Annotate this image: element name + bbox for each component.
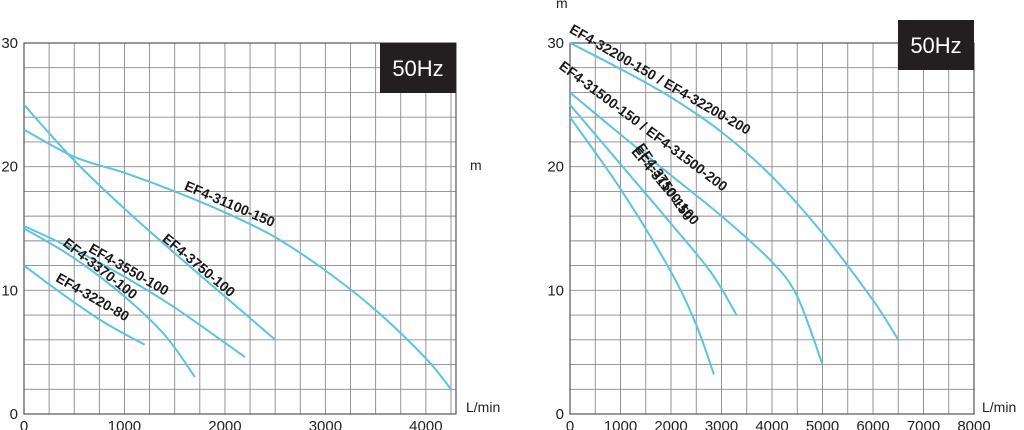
x-tick-label: 1000 [108, 418, 141, 430]
chart-2: 0 1000 2000 3000 4000 5000 6000 7000 8000 0 10 20 30… [547, 0, 1016, 430]
x-tick-label: 8000 [957, 418, 990, 430]
frequency-badge-label: 50Hz [910, 33, 961, 58]
x-tick-label: 2000 [654, 418, 687, 430]
series-line [23, 227, 196, 378]
frequency-badge [898, 20, 974, 70]
x-tick-label: 6000 [856, 418, 889, 430]
y-tick-label: 0 [10, 406, 18, 423]
plot-frame [23, 42, 457, 415]
x-tick-label: 4000 [409, 418, 442, 430]
chart-1: 0 1000 2000 3000 4000 0 10 20 30 L/min m 50Hz EF4-31… [1, 35, 500, 430]
series-line [23, 225, 246, 358]
x-tick-label: 7000 [907, 418, 940, 430]
series-line [569, 91, 824, 365]
y-tick-label: 10 [1, 282, 18, 299]
x-tick-label: 3000 [309, 418, 342, 430]
y-tick-label: 20 [547, 159, 564, 176]
series-line [569, 116, 715, 375]
x-tick-label: 5000 [806, 418, 839, 430]
x-tick-label: 1000 [604, 418, 637, 430]
y-unit-label: m [556, 0, 568, 11]
x-tick-label: 3000 [705, 418, 738, 430]
series-label: EF4-31100-150 [182, 177, 277, 230]
x-tick-label: 4000 [755, 418, 788, 430]
x-tick-label: 0 [566, 418, 574, 430]
plot-frame [569, 42, 975, 415]
y-tick-label: 0 [556, 406, 564, 423]
x-tick-label: 0 [20, 418, 28, 430]
x-unit-label: L/min [466, 399, 500, 415]
frequency-badge [380, 43, 456, 93]
series-line [569, 104, 738, 316]
series-line [23, 128, 452, 390]
y-tick-label: 30 [1, 35, 18, 52]
y-tick-label: 30 [547, 35, 564, 52]
y-tick-label: 20 [1, 159, 18, 176]
series-line [23, 104, 276, 341]
series-line [569, 42, 900, 341]
series-line [23, 264, 146, 346]
y-tick-label: 10 [547, 282, 564, 299]
x-unit-label: L/min [982, 399, 1016, 415]
x-tick-label: 2000 [208, 418, 241, 430]
frequency-badge-label: 50Hz [392, 56, 443, 81]
y-unit-label: m [470, 157, 482, 173]
